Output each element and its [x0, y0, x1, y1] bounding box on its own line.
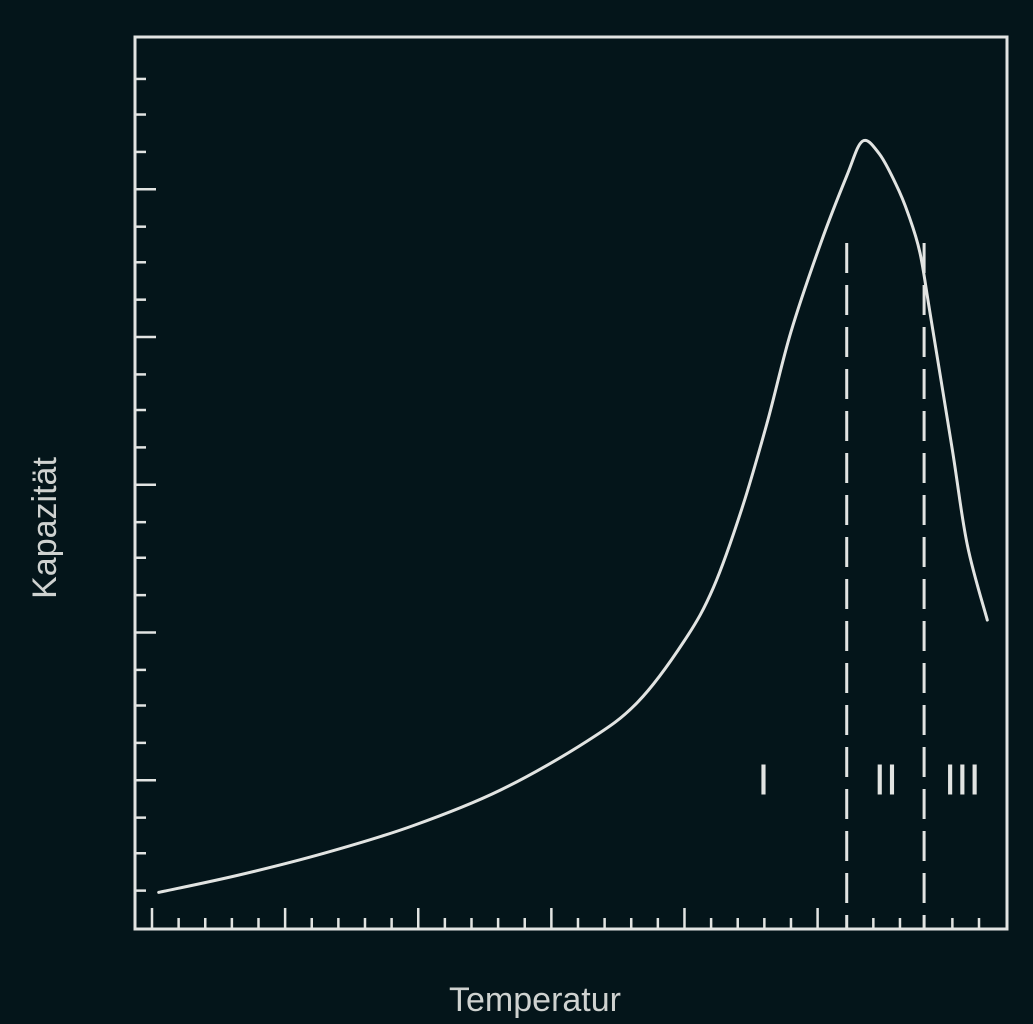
x-axis-label: Temperatur	[449, 981, 621, 1019]
capacity-curve	[157, 138, 989, 894]
region-label-1: I	[757, 756, 769, 805]
axis-ticks	[135, 77, 981, 929]
y-axis-label: Kapazität	[26, 457, 64, 599]
region-boundaries	[845, 243, 926, 929]
region-labels: I II III	[757, 756, 980, 805]
plot-frame	[133, 35, 1009, 931]
region-label-2: II	[874, 756, 898, 805]
region-label-3: III	[944, 756, 981, 805]
